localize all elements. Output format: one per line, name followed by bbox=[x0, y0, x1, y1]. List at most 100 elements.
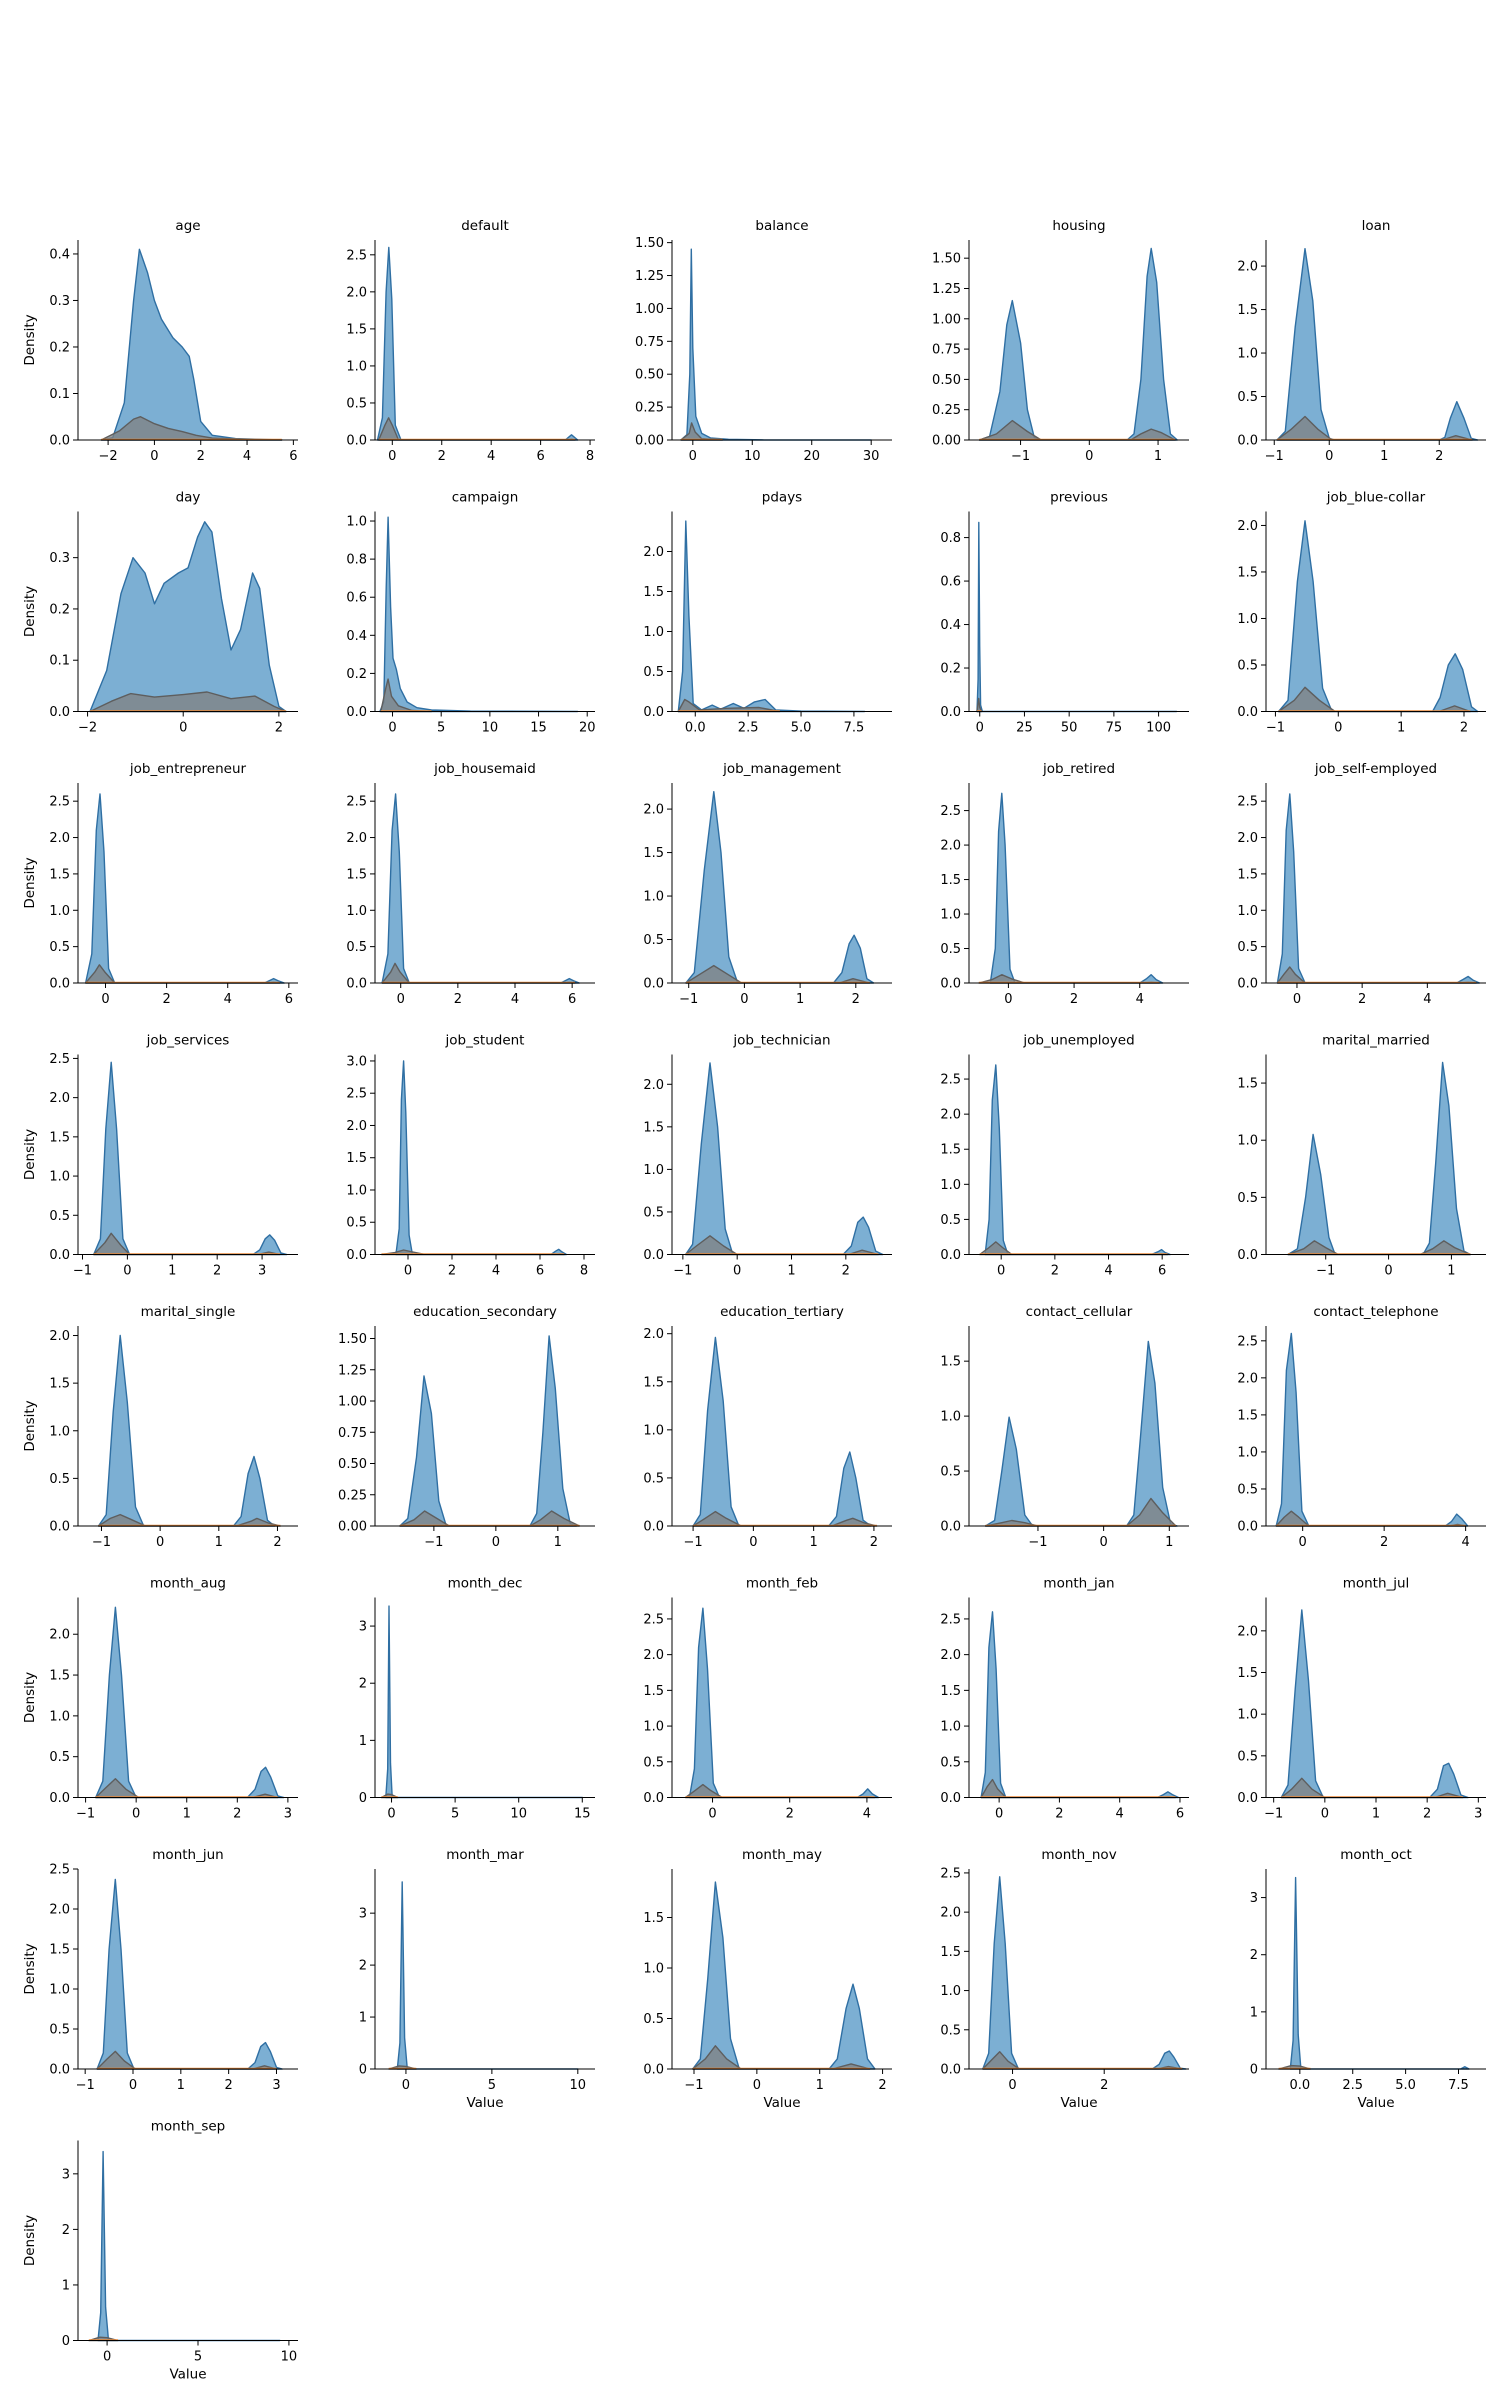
y-tick-label: 1.0 bbox=[346, 904, 367, 919]
y-axis-label: Density bbox=[22, 1672, 38, 1723]
density-area-series-1 bbox=[982, 1876, 1187, 2070]
y-tick-label: 0.5 bbox=[643, 665, 664, 680]
y-tick-label: 1.0 bbox=[49, 904, 70, 919]
y-tick-label: 1.25 bbox=[635, 269, 664, 284]
y-tick-label: 1.0 bbox=[49, 1983, 70, 1998]
x-tick-label: 20 bbox=[579, 721, 596, 736]
x-tick-label: 0 bbox=[753, 2078, 761, 2093]
y-tick-label: 2.0 bbox=[940, 839, 961, 854]
density-area-series-1 bbox=[680, 248, 872, 441]
y-tick-label: 0.5 bbox=[643, 2012, 664, 2027]
y-tick-label: 0.5 bbox=[643, 1205, 664, 1220]
y-tick-label: 1.0 bbox=[346, 515, 367, 530]
y-tick-label: 2.0 bbox=[346, 831, 367, 846]
facet-title: marital_single bbox=[141, 1304, 236, 1320]
y-axis-label: Density bbox=[22, 586, 38, 637]
y-tick-label: 0.5 bbox=[49, 1750, 70, 1765]
facet-panel: 0.0 0.5 1.0 1.5 2.0 2.5 0 2 4 job_retired bbox=[940, 761, 1189, 1007]
y-tick-label: 0.5 bbox=[940, 1465, 961, 1480]
x-tick-label: 4 bbox=[224, 992, 232, 1007]
y-tick-label: 1.0 bbox=[940, 1984, 961, 1999]
x-tick-label: 0 bbox=[103, 2350, 111, 2365]
x-tick-label: 2 bbox=[842, 1264, 850, 1279]
density-area-series-1 bbox=[978, 247, 1178, 441]
density-area-series-1 bbox=[399, 1335, 578, 1527]
y-tick-label: 0.5 bbox=[643, 933, 664, 948]
facet-title: default bbox=[461, 218, 509, 234]
y-tick-label: 0.5 bbox=[940, 1213, 961, 1228]
y-tick-label: 1 bbox=[359, 1734, 367, 1749]
x-tick-label: 1 bbox=[787, 1264, 795, 1279]
y-tick-label: 0.8 bbox=[940, 531, 961, 546]
x-tick-label: 2 bbox=[1055, 1807, 1063, 1822]
x-tick-label: 3 bbox=[258, 1264, 266, 1279]
y-tick-label: 1.0 bbox=[1237, 347, 1258, 362]
density-area-series-1 bbox=[1280, 1609, 1469, 1799]
y-tick-label: 0.0 bbox=[643, 2063, 664, 2078]
y-tick-label: 2 bbox=[359, 1959, 367, 1974]
x-tick-label: 1 bbox=[168, 1264, 176, 1279]
x-tick-label: 1 bbox=[796, 992, 804, 1007]
facet-panel: 0.0 0.5 1.0 1.5 −1 0 1 contact_cellular bbox=[940, 1304, 1189, 1550]
facet-panel: 0.0 0.5 1.0 1.5 2.0 2.5 −1 0 1 2 3 month_jun Density bbox=[22, 1847, 298, 2093]
x-tick-label: −1 bbox=[92, 1535, 111, 1550]
facet-panel: 0.0 0.5 1.0 1.5 2.0 2.5 3.0 0 2 4 6 8 job_student bbox=[346, 1033, 595, 1279]
y-tick-label: 2.5 bbox=[49, 795, 70, 810]
facet-title: job_unemployed bbox=[1022, 1033, 1134, 1049]
facet-title: month_jul bbox=[1343, 1576, 1410, 1592]
x-tick-label: 1 bbox=[215, 1535, 223, 1550]
density-area-series-1 bbox=[93, 1061, 288, 1256]
x-tick-label: 0 bbox=[123, 1264, 131, 1279]
x-tick-label: 0 bbox=[132, 1807, 140, 1822]
x-tick-label: −1 bbox=[1028, 1535, 1047, 1550]
x-tick-label: 6 bbox=[285, 992, 293, 1007]
y-tick-label: 0.5 bbox=[940, 942, 961, 957]
y-tick-label: 2.5 bbox=[940, 1073, 961, 1088]
y-tick-label: 0.5 bbox=[1237, 1749, 1258, 1764]
y-tick-label: 0.0 bbox=[346, 434, 367, 449]
density-area-series-1 bbox=[100, 248, 283, 441]
y-axis-label: Density bbox=[22, 1943, 38, 1994]
y-tick-label: 2.0 bbox=[1237, 1624, 1258, 1639]
y-tick-label: 0.5 bbox=[49, 2023, 70, 2038]
facet-title: job_services bbox=[146, 1033, 230, 1049]
x-tick-label: 0 bbox=[1008, 2078, 1016, 2093]
facet-panel: 0 1 2 3 0.0 2.5 5.0 7.5 month_oct Value bbox=[1250, 1847, 1486, 2111]
density-area-series-1 bbox=[688, 1607, 880, 1799]
y-tick-label: 0 bbox=[359, 1791, 367, 1806]
y-tick-label: 2.5 bbox=[643, 1612, 664, 1627]
x-tick-label: 8 bbox=[586, 449, 594, 464]
y-tick-label: 2.0 bbox=[1237, 831, 1258, 846]
y-tick-label: 2.0 bbox=[643, 1648, 664, 1663]
x-tick-label: 2 bbox=[878, 2078, 886, 2093]
y-tick-label: 1.0 bbox=[643, 1423, 664, 1438]
x-tick-label: 5.0 bbox=[791, 721, 812, 736]
x-tick-label: 1 bbox=[1154, 449, 1162, 464]
y-tick-label: 2.0 bbox=[940, 1108, 961, 1123]
x-tick-label: 1 bbox=[1447, 1264, 1455, 1279]
facet-panel: 0.0 0.5 1.0 1.5 2.0 −1 0 1 2 job_management bbox=[643, 761, 892, 1007]
y-tick-label: 0.0 bbox=[49, 705, 70, 720]
x-tick-label: 0 bbox=[740, 992, 748, 1007]
y-axis-label: Density bbox=[22, 1400, 38, 1451]
facet-title: loan bbox=[1362, 218, 1391, 234]
y-tick-label: 1.5 bbox=[49, 1943, 70, 1958]
y-tick-label: 0.5 bbox=[49, 1209, 70, 1224]
y-tick-label: 0.1 bbox=[49, 654, 70, 669]
x-tick-label: 0 bbox=[101, 992, 109, 1007]
y-tick-label: 1.5 bbox=[346, 322, 367, 337]
x-tick-label: 0 bbox=[387, 1807, 395, 1822]
facet-panel: 0.0 0.5 1.0 1.5 2.0 −1 0 1 2 3 month_jul bbox=[1237, 1576, 1486, 1822]
y-tick-label: 0.00 bbox=[932, 434, 961, 449]
facet-title: month_jan bbox=[1043, 1576, 1114, 1592]
y-tick-label: 0.0 bbox=[940, 1248, 961, 1263]
facet-title: job_management bbox=[722, 761, 841, 777]
density-area-series-1 bbox=[381, 793, 580, 984]
x-tick-label: 2 bbox=[1358, 992, 1366, 1007]
facet-panel: 0 1 2 3 0 5 10 month_sep Density Value bbox=[22, 2119, 298, 2383]
x-tick-label: 8 bbox=[580, 1264, 588, 1279]
facet-title: job_retired bbox=[1042, 761, 1115, 777]
facet-title: contact_cellular bbox=[1026, 1304, 1133, 1320]
y-tick-label: 1.0 bbox=[940, 1720, 961, 1735]
x-tick-label: 10 bbox=[281, 2350, 298, 2365]
